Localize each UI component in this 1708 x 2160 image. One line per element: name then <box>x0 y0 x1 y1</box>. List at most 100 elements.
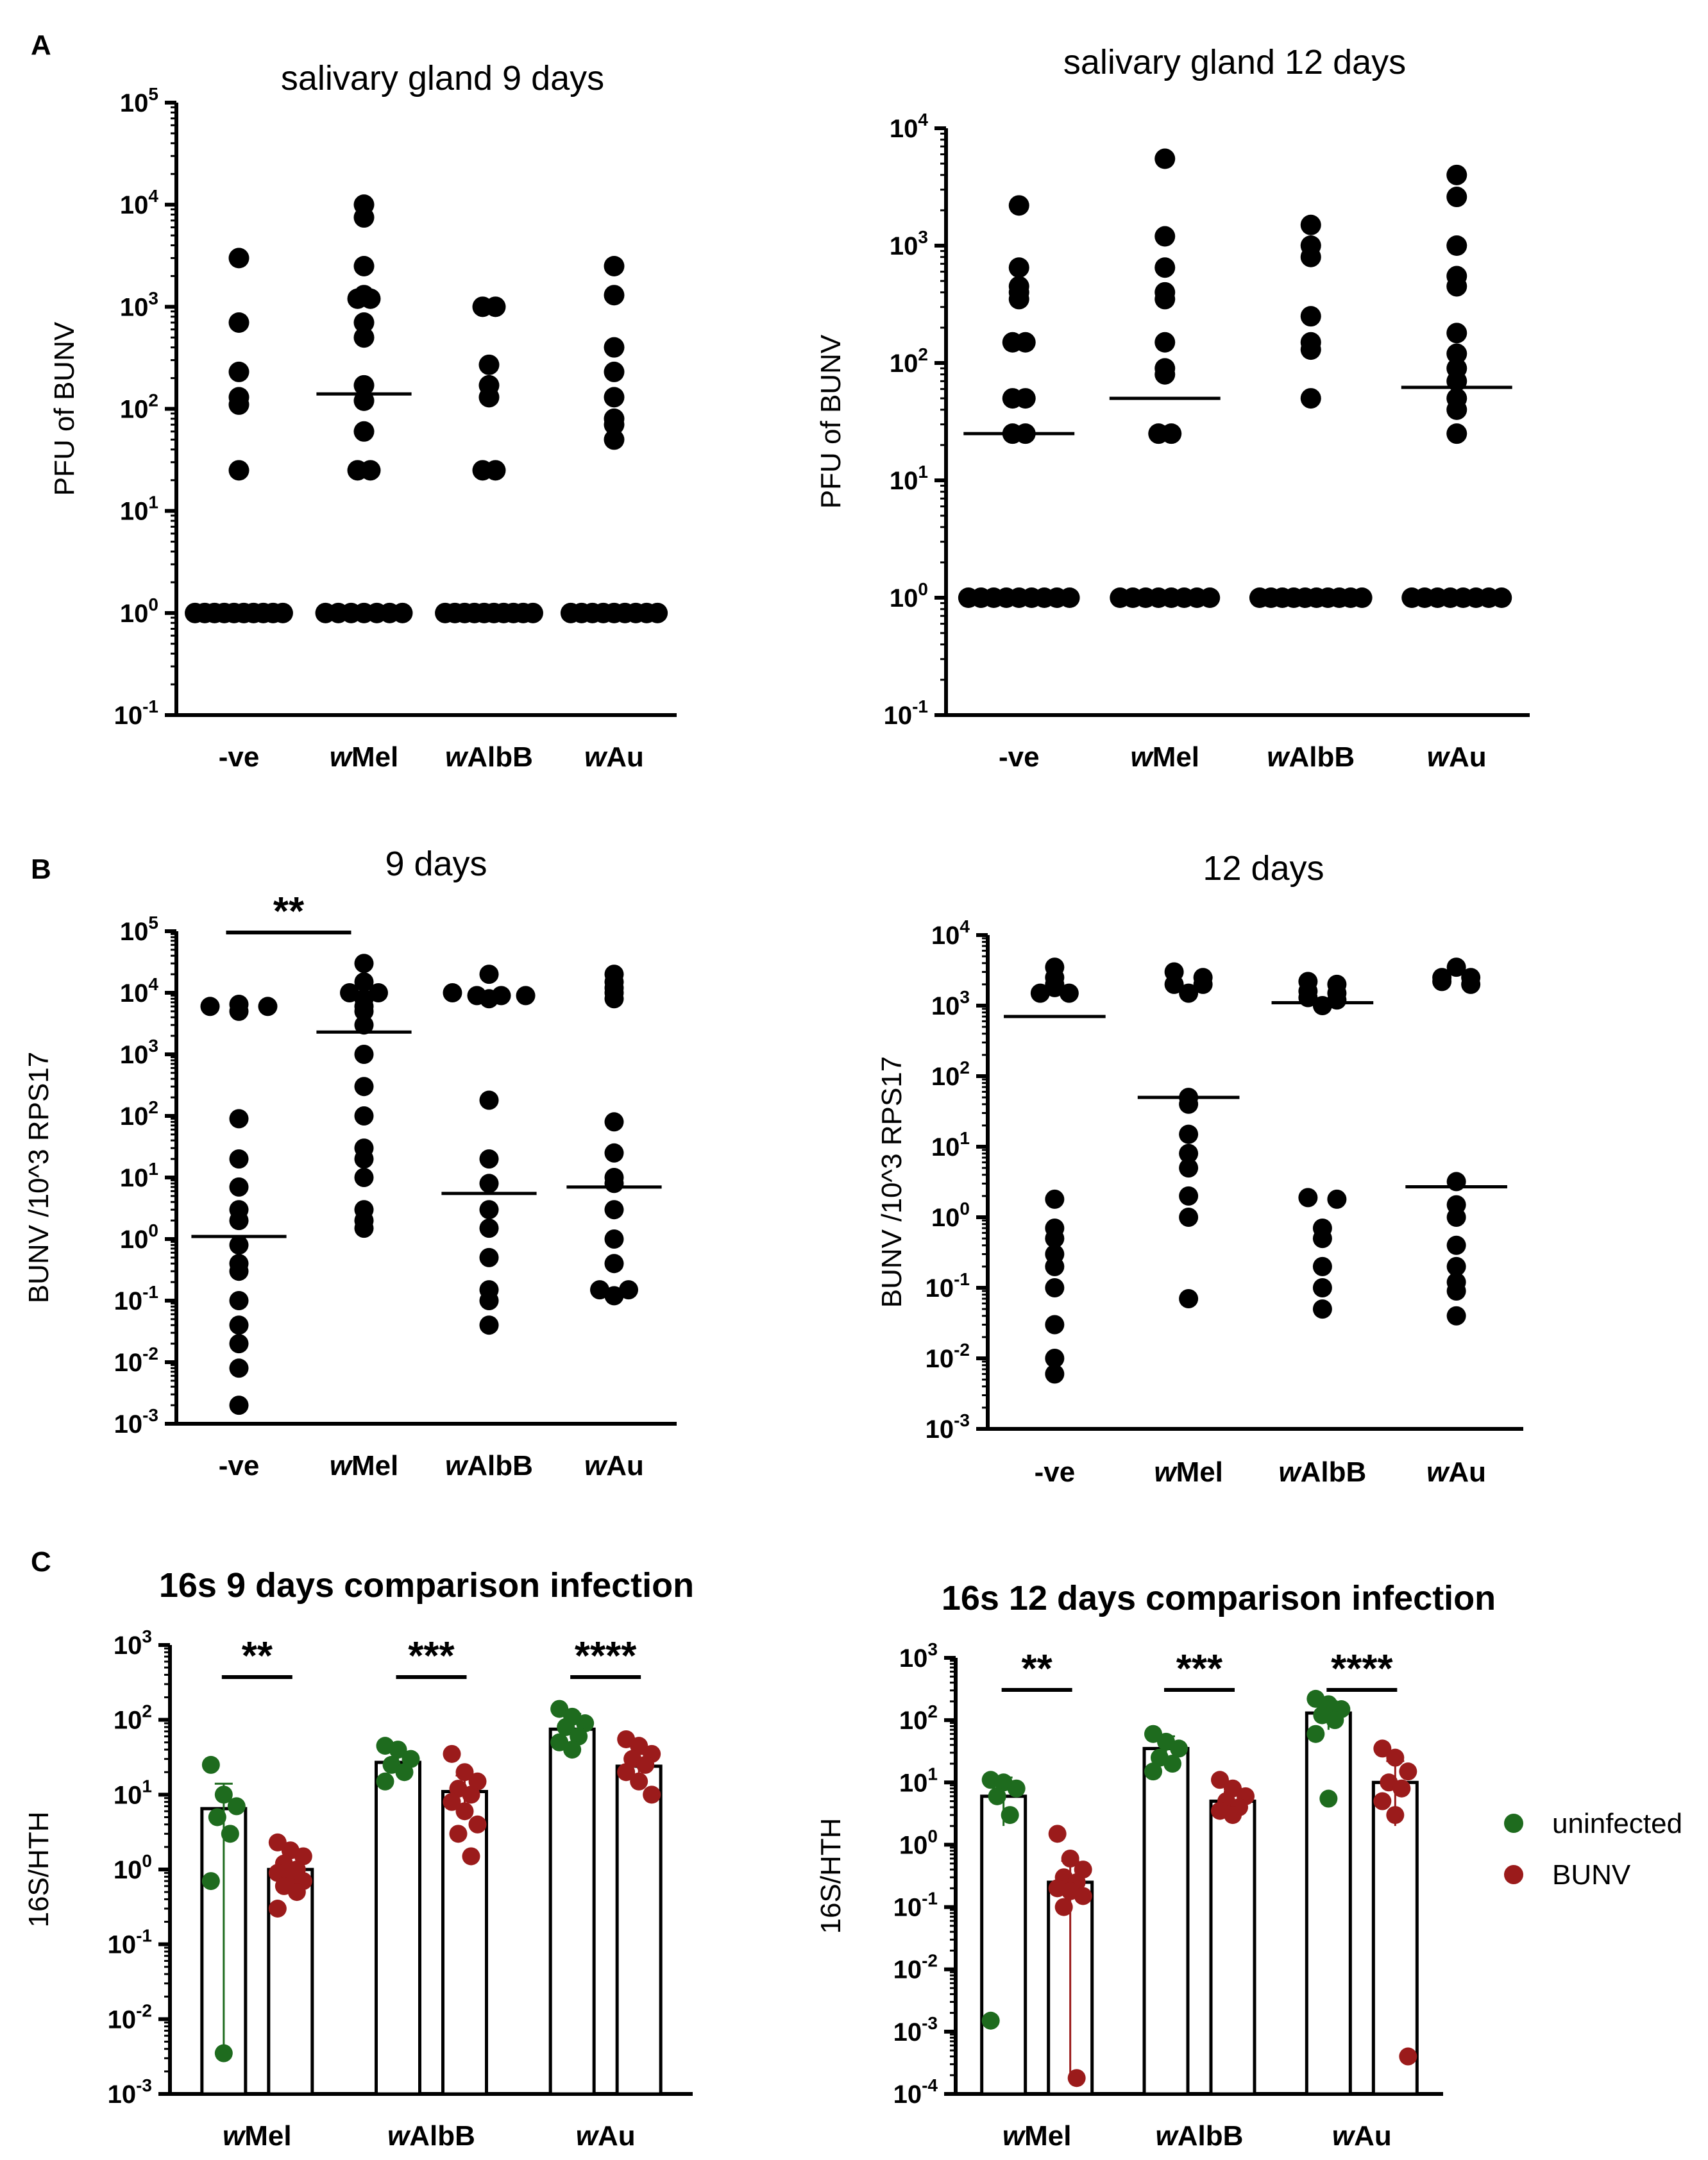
data-point <box>229 1358 249 1378</box>
x-category-label: -ve <box>219 741 260 773</box>
data-point <box>1154 257 1176 278</box>
y-tick-label: 100 <box>120 1220 158 1254</box>
data-point <box>1045 1256 1065 1276</box>
y-axis-label: PFU of BUNV <box>815 334 847 509</box>
data-point <box>360 460 381 481</box>
x-category-label: wAlbB <box>445 1450 533 1481</box>
data-point <box>353 312 375 333</box>
data-point <box>479 1174 499 1194</box>
data-point <box>201 1872 220 1891</box>
significance-label: ** <box>273 890 305 934</box>
bar <box>615 1764 663 2096</box>
data-point <box>1373 1739 1392 1758</box>
data-point <box>1030 983 1050 1003</box>
data-point <box>1446 1281 1466 1301</box>
data-point <box>354 954 374 974</box>
data-point <box>647 602 668 623</box>
data-point <box>1312 1256 1332 1276</box>
chart-salivary-gland-12-days: salivary gland 12 days PFU of BUNV 10-1 100… <box>815 43 1530 773</box>
data-point <box>479 1149 499 1169</box>
data-point <box>287 1883 306 1902</box>
data-point <box>1054 1898 1073 1916</box>
legend-bunv-marker <box>1504 1865 1523 1884</box>
data-point <box>1015 388 1036 409</box>
data-point <box>479 1247 499 1267</box>
chart-bunv-9-days: 9 days BUNV /10^3 RPS17 10-3 10-2 10-1 100 101… <box>23 845 677 1481</box>
data-point <box>1170 1739 1188 1758</box>
y-tick-label: 104 <box>931 916 970 950</box>
data-point <box>221 1825 239 1843</box>
data-point <box>228 361 249 382</box>
y-tick-label: 10-2 <box>108 2000 152 2034</box>
data-point <box>516 986 536 1006</box>
y-tick-label: 10-1 <box>108 1926 152 1959</box>
y-tick-label: 103 <box>114 1626 152 1660</box>
data-point <box>1045 1189 1065 1209</box>
data-point <box>1144 1762 1162 1781</box>
data-point <box>1461 974 1481 994</box>
data-point <box>1164 974 1184 994</box>
data-point <box>604 989 624 1009</box>
data-point <box>268 1833 287 1852</box>
y-tick-label: 103 <box>890 227 928 260</box>
data-point <box>353 375 375 396</box>
x-category-label: wAu <box>584 741 644 773</box>
data-point <box>1048 1825 1067 1843</box>
x-category-label: -ve <box>1035 1456 1076 1488</box>
data-point <box>1074 1887 1092 1905</box>
data-point <box>354 1149 374 1169</box>
data-point <box>369 983 388 1002</box>
data-point <box>478 387 500 408</box>
data-point <box>1306 1725 1325 1743</box>
y-tick-label: 10-1 <box>114 1282 158 1315</box>
data-point <box>229 1235 249 1255</box>
y-tick-label: 100 <box>899 1826 938 1859</box>
data-point <box>1312 1299 1332 1319</box>
data-point <box>353 390 375 411</box>
y-tick-label: 101 <box>931 1128 970 1161</box>
data-point <box>604 429 625 450</box>
data-point <box>1179 1186 1199 1206</box>
data-point <box>1001 1806 1019 1825</box>
y-tick-label: 103 <box>899 1639 938 1673</box>
data-point <box>1300 246 1321 267</box>
data-point <box>1446 1208 1466 1227</box>
data-point <box>228 394 249 415</box>
data-point <box>1300 306 1321 327</box>
data-point <box>353 421 375 442</box>
data-point <box>1161 423 1182 444</box>
y-tick-label: 100 <box>931 1199 970 1232</box>
data-point <box>1179 1208 1199 1227</box>
data-point <box>1199 587 1221 608</box>
data-point <box>443 983 462 1002</box>
data-point <box>1045 1364 1065 1384</box>
data-point <box>1179 1094 1199 1114</box>
data-point <box>1446 235 1467 256</box>
data-point <box>1045 1315 1065 1335</box>
data-point <box>479 1200 499 1220</box>
bar <box>980 1794 1027 2096</box>
y-tick-label: 10-4 <box>893 2075 938 2109</box>
legend-uninfected-marker <box>1504 1814 1523 1833</box>
chart-title: salivary gland 9 days <box>281 59 604 97</box>
data-point <box>455 1802 474 1821</box>
data-point <box>1007 1779 1026 1798</box>
chart-title: 16s 9 days comparison infection <box>159 1566 694 1605</box>
y-tick-label: 101 <box>120 493 158 526</box>
data-point <box>229 1001 249 1021</box>
chart-salivary-gland-9-days: salivary gland 9 days PFU of BUNV 10-1 100 1… <box>49 59 677 773</box>
data-point <box>1432 972 1452 991</box>
bar <box>267 1868 314 2096</box>
y-axis-label: BUNV /10^3 RPS17 <box>23 1052 55 1303</box>
x-category-label: wAu <box>576 2120 636 2152</box>
data-point <box>1179 1158 1199 1178</box>
x-category-label: wAlbB <box>445 741 533 773</box>
data-point <box>485 296 506 317</box>
data-point <box>1446 1256 1466 1276</box>
data-point <box>395 1763 414 1782</box>
data-point <box>229 1315 249 1335</box>
y-tick-label: 100 <box>890 579 928 612</box>
data-point <box>229 1109 249 1129</box>
data-point <box>443 1744 461 1763</box>
